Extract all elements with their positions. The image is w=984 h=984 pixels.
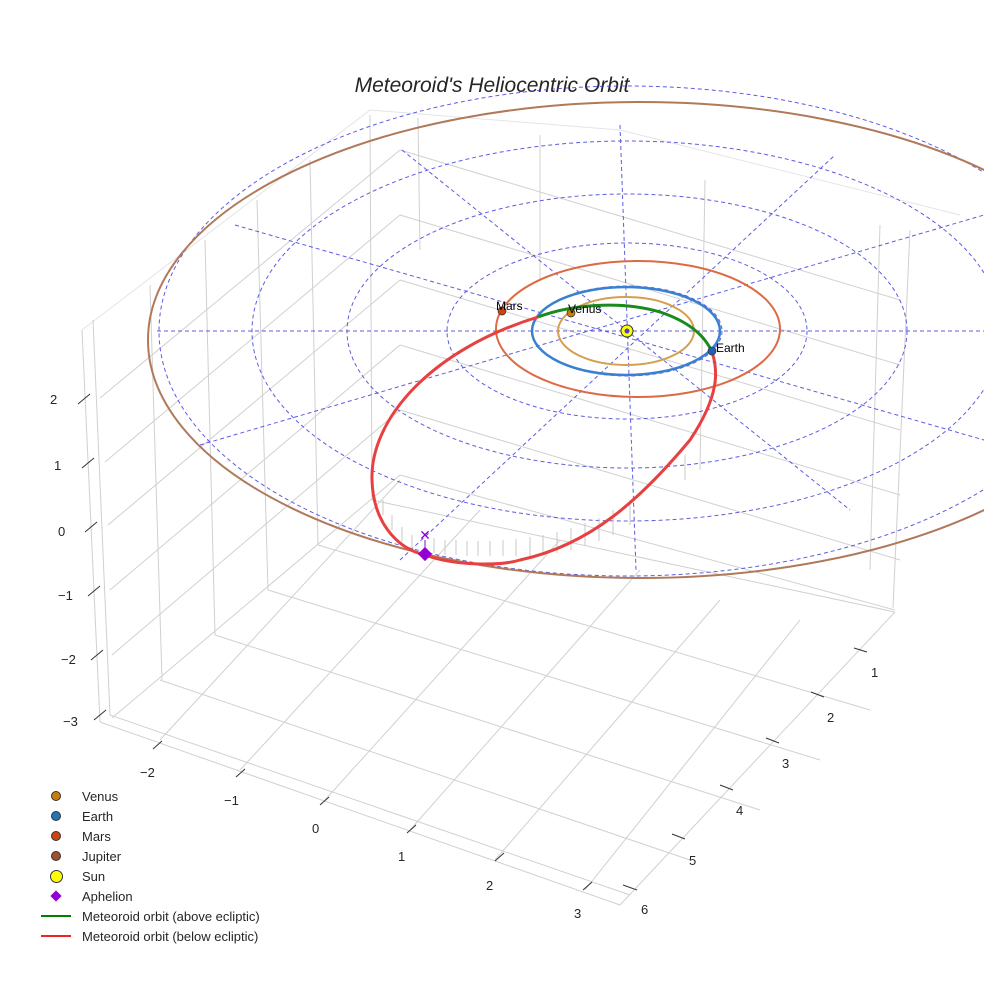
y-tick-label: 6 <box>641 902 648 917</box>
aphelion-projection-x-icon: ✕ <box>419 527 431 543</box>
sun-center-icon <box>624 328 630 334</box>
jupiter-orbit <box>147 101 984 579</box>
aphelion-marker <box>417 546 433 562</box>
y-tick-label: 2 <box>827 710 834 725</box>
mars-label: Mars <box>496 299 523 313</box>
legend-label: Jupiter <box>82 848 122 864</box>
legend-item-sun[interactable]: Sun <box>38 866 260 886</box>
earth-label: Earth <box>716 341 745 355</box>
x-tick-label: 0 <box>312 821 319 836</box>
legend-label: Sun <box>82 868 106 884</box>
chart-title: Meteoroid's Heliocentric Orbit <box>354 74 630 97</box>
legend-label: Meteoroid orbit (below ecliptic) <box>82 928 259 944</box>
mars-dot-icon <box>51 831 61 841</box>
earth-dot-icon <box>51 811 61 821</box>
legend: Venus Earth Mars Jupiter Sun Aphelion Me… <box>38 786 260 946</box>
y-tick-label: 4 <box>736 803 743 818</box>
y-axis <box>622 647 868 891</box>
earth-orbit <box>530 285 722 377</box>
x-axis <box>152 740 593 891</box>
y-tick-label: 1 <box>871 665 878 680</box>
meteoroid-orbit-above <box>537 303 714 353</box>
mars-orbit <box>495 260 781 398</box>
z-tick-label: −3 <box>63 714 78 729</box>
legend-item-orbit-below[interactable]: Meteoroid orbit (below ecliptic) <box>38 926 260 946</box>
venus-label: Venus <box>568 302 601 316</box>
legend-item-orbit-above[interactable]: Meteoroid orbit (above ecliptic) <box>38 906 260 926</box>
earth-marker <box>707 346 717 356</box>
mars-marker <box>497 306 507 316</box>
legend-label: Mars <box>82 828 111 844</box>
y-tick-label: 3 <box>782 756 789 771</box>
y-tick-label: 5 <box>689 853 696 868</box>
legend-item-aphelion[interactable]: Aphelion <box>38 886 260 906</box>
legend-label: Earth <box>82 808 114 824</box>
z-tick-label: −2 <box>61 652 76 667</box>
legend-item-venus[interactable]: Venus <box>38 786 260 806</box>
legend-label: Venus <box>82 788 119 804</box>
sun-dot-icon <box>49 869 63 883</box>
x-tick-label: −1 <box>224 793 239 808</box>
x-tick-label: −2 <box>140 765 155 780</box>
jupiter-dot-icon <box>51 851 61 861</box>
venus-marker <box>566 308 576 318</box>
z-tick-label: 1 <box>54 458 61 473</box>
legend-item-jupiter[interactable]: Jupiter <box>38 846 260 866</box>
x-tick-label: 1 <box>398 849 405 864</box>
legend-label: Aphelion <box>82 888 133 904</box>
legend-item-mars[interactable]: Mars <box>38 826 260 846</box>
z-axis <box>77 393 107 721</box>
legend-label: Meteoroid orbit (above ecliptic) <box>82 908 260 924</box>
z-tick-label: 0 <box>58 524 65 539</box>
z-tick-label: 2 <box>50 392 57 407</box>
x-tick-label: 2 <box>486 878 493 893</box>
meteoroid-orbit-below <box>370 315 718 566</box>
z-tick-label: −1 <box>58 588 73 603</box>
legend-item-earth[interactable]: Earth <box>38 806 260 826</box>
x-tick-label: 3 <box>574 906 581 921</box>
venus-dot-icon <box>51 791 61 801</box>
red-line-icon <box>41 935 71 937</box>
green-line-icon <box>41 915 71 917</box>
diamond-icon <box>50 890 62 902</box>
